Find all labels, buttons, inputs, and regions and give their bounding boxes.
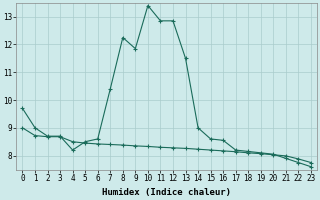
X-axis label: Humidex (Indice chaleur): Humidex (Indice chaleur)	[102, 188, 231, 197]
